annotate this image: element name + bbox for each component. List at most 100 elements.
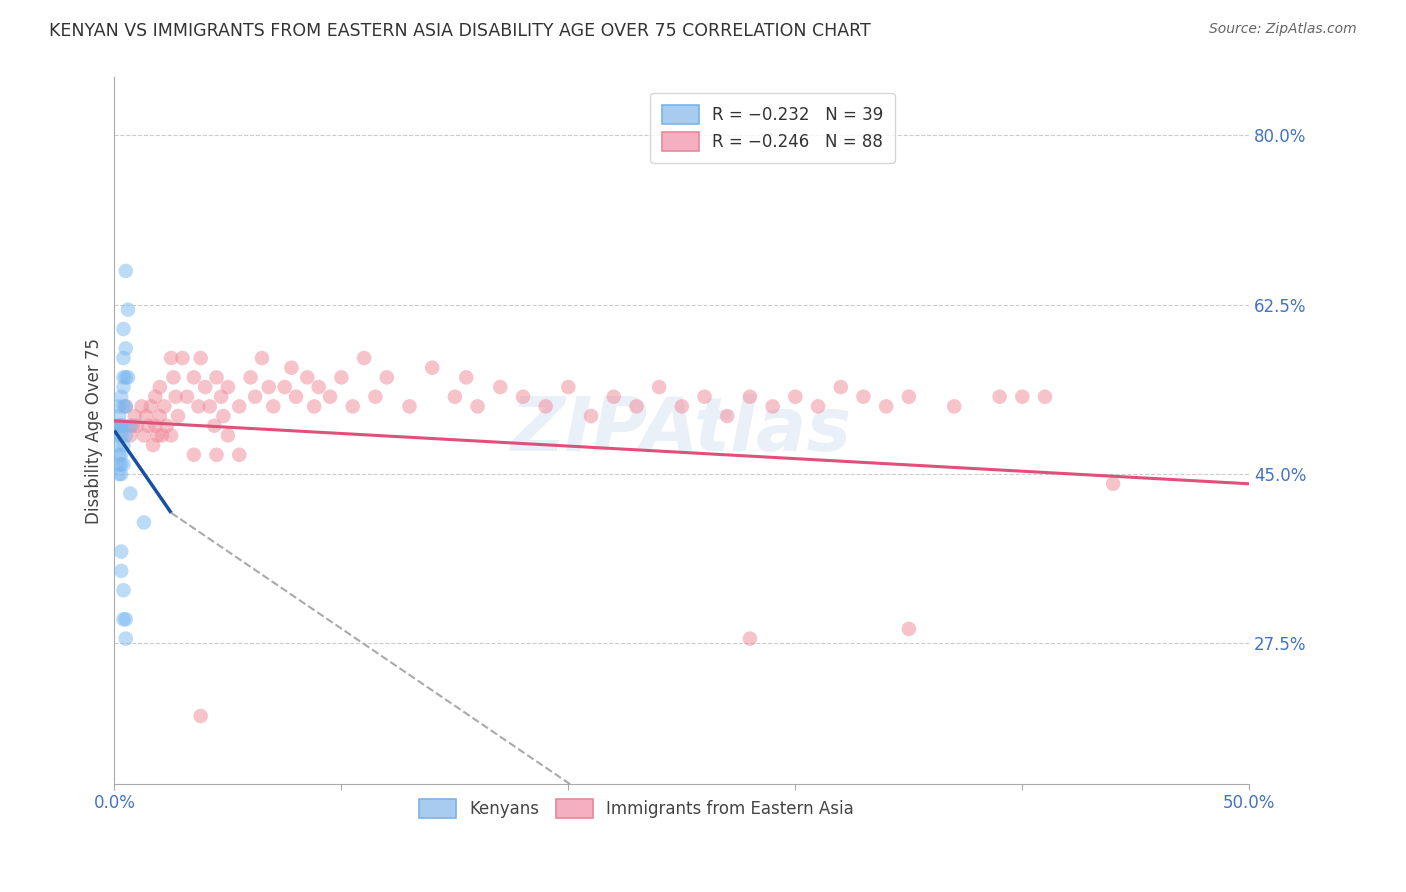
Point <box>110 418 132 433</box>
Point <box>988 390 1011 404</box>
Point <box>114 342 136 356</box>
Point <box>117 302 139 317</box>
Point <box>120 428 142 442</box>
Point <box>112 380 135 394</box>
Text: ZIPAtlas: ZIPAtlas <box>512 394 852 467</box>
Point <box>852 390 875 404</box>
Point <box>112 458 135 472</box>
Point <box>302 400 325 414</box>
Point <box>114 612 136 626</box>
Point <box>110 448 132 462</box>
Point <box>124 409 146 423</box>
Point <box>830 380 852 394</box>
Point <box>217 428 239 442</box>
Point <box>149 409 172 423</box>
Point <box>194 380 217 394</box>
Point <box>1011 390 1033 404</box>
Point <box>110 418 132 433</box>
Point <box>785 390 807 404</box>
Point <box>108 458 131 472</box>
Point <box>943 400 966 414</box>
Point <box>375 370 398 384</box>
Legend: Kenyans, Immigrants from Eastern Asia: Kenyans, Immigrants from Eastern Asia <box>412 792 860 825</box>
Text: KENYAN VS IMMIGRANTS FROM EASTERN ASIA DISABILITY AGE OVER 75 CORRELATION CHART: KENYAN VS IMMIGRANTS FROM EASTERN ASIA D… <box>49 22 870 40</box>
Point <box>183 448 205 462</box>
Point <box>489 380 512 394</box>
Point <box>190 351 212 365</box>
Point <box>262 400 284 414</box>
Point <box>110 458 132 472</box>
Point <box>534 400 557 414</box>
Point <box>280 360 302 375</box>
Point <box>165 390 187 404</box>
Point <box>160 428 183 442</box>
Point <box>716 409 738 423</box>
Point <box>143 418 166 433</box>
Point <box>212 409 235 423</box>
Point <box>108 400 131 414</box>
Point <box>209 390 232 404</box>
Point <box>308 380 330 394</box>
Point <box>183 370 205 384</box>
Point <box>557 380 579 394</box>
Point <box>198 400 221 414</box>
Point <box>112 438 135 452</box>
Point <box>217 380 239 394</box>
Point <box>1102 476 1125 491</box>
Point <box>162 370 184 384</box>
Point <box>112 351 135 365</box>
Point <box>444 390 467 404</box>
Point <box>110 390 132 404</box>
Point <box>150 428 173 442</box>
Point <box>398 400 420 414</box>
Point <box>330 370 353 384</box>
Point <box>131 400 153 414</box>
Point <box>250 351 273 365</box>
Point <box>142 438 165 452</box>
Point <box>807 400 830 414</box>
Point <box>172 351 194 365</box>
Point <box>190 709 212 723</box>
Point <box>364 390 387 404</box>
Point <box>603 390 626 404</box>
Point <box>139 400 162 414</box>
Y-axis label: Disability Age Over 75: Disability Age Over 75 <box>86 337 103 524</box>
Point <box>112 418 135 433</box>
Point <box>187 400 209 414</box>
Point <box>114 400 136 414</box>
Point <box>146 428 169 442</box>
Point <box>135 409 157 423</box>
Point <box>342 400 364 414</box>
Point <box>121 418 143 433</box>
Point <box>112 322 135 336</box>
Point <box>693 390 716 404</box>
Point <box>105 438 128 452</box>
Point <box>112 400 135 414</box>
Point <box>105 428 128 442</box>
Point <box>138 418 160 433</box>
Point <box>467 400 489 414</box>
Point <box>239 370 262 384</box>
Point <box>875 400 897 414</box>
Point <box>110 544 132 558</box>
Point <box>176 390 198 404</box>
Point <box>648 380 671 394</box>
Point <box>167 409 190 423</box>
Point <box>132 516 155 530</box>
Point <box>319 390 342 404</box>
Point <box>108 467 131 482</box>
Point <box>110 428 132 442</box>
Point <box>105 418 128 433</box>
Point <box>228 448 250 462</box>
Point <box>897 622 920 636</box>
Point <box>114 370 136 384</box>
Point <box>108 409 131 423</box>
Text: Source: ZipAtlas.com: Source: ZipAtlas.com <box>1209 22 1357 37</box>
Point <box>110 467 132 482</box>
Point <box>257 380 280 394</box>
Point <box>285 390 308 404</box>
Point <box>420 360 443 375</box>
Point <box>512 390 534 404</box>
Point <box>156 418 179 433</box>
Point <box>353 351 375 365</box>
